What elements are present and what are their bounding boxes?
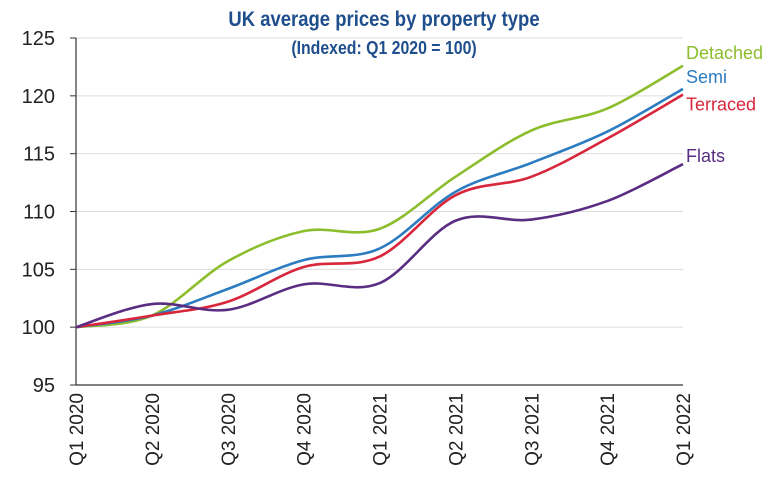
y-tick-label: 120 bbox=[22, 86, 55, 108]
x-tick-label: Q3 2020 bbox=[219, 393, 240, 466]
x-tick-label: Q2 2020 bbox=[143, 393, 164, 466]
x-tick-label: Q1 2021 bbox=[371, 393, 392, 466]
series-label-semi: Semi bbox=[686, 67, 727, 87]
y-tick-label: 115 bbox=[23, 144, 55, 166]
y-tick-label: 100 bbox=[22, 317, 55, 339]
series-label-flats: Flats bbox=[686, 146, 725, 166]
x-tick-label: Q4 2021 bbox=[598, 393, 619, 466]
series-line-semi bbox=[75, 87, 684, 329]
y-tick-label: 105 bbox=[22, 259, 55, 281]
x-tick-label: Q2 2021 bbox=[446, 393, 467, 466]
x-tick-label: Q1 2020 bbox=[67, 393, 88, 466]
chart-title: UK average prices by property type bbox=[228, 8, 540, 31]
series-line-flats bbox=[75, 162, 684, 329]
x-tick-label: Q1 2022 bbox=[674, 393, 695, 466]
y-tick-label: 95 bbox=[33, 375, 55, 397]
series-line-terraced bbox=[75, 93, 684, 329]
x-tick-label: Q4 2020 bbox=[295, 393, 316, 466]
y-tick-label: 125 bbox=[22, 28, 55, 50]
y-tick-label: 110 bbox=[23, 202, 55, 224]
x-tick-label: Q3 2021 bbox=[522, 393, 543, 466]
chart-subtitle: (Indexed: Q1 2020 = 100) bbox=[291, 38, 477, 58]
series-line-detached bbox=[75, 64, 684, 329]
series-label-terraced: Terraced bbox=[686, 95, 756, 115]
series-label-detached: Detached bbox=[686, 43, 763, 63]
